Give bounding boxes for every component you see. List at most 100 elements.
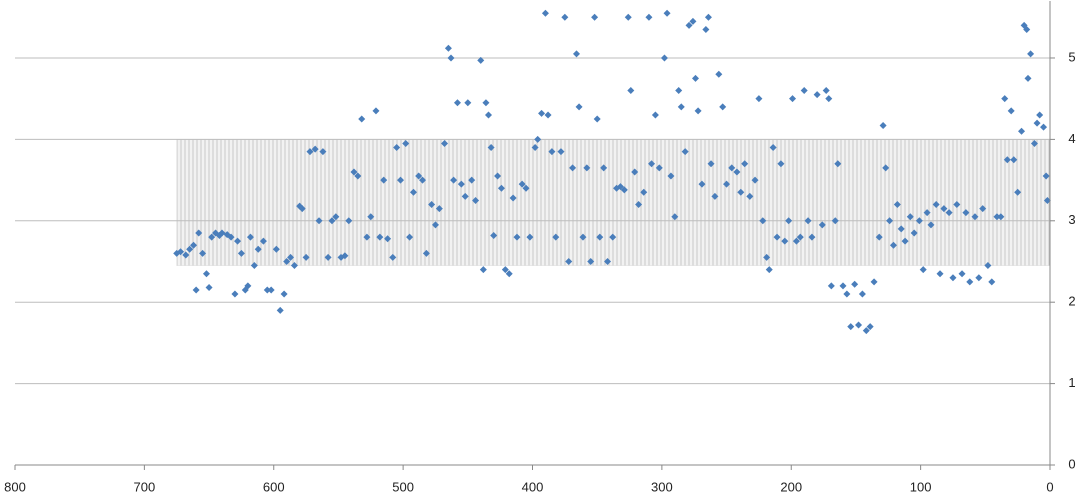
point xyxy=(280,290,288,298)
point xyxy=(177,248,185,256)
point xyxy=(246,233,254,241)
point xyxy=(789,95,797,103)
point xyxy=(694,107,702,115)
point xyxy=(444,44,452,52)
x-tick-label: 700 xyxy=(134,479,156,494)
point xyxy=(897,225,905,233)
point xyxy=(227,233,235,241)
point xyxy=(199,249,207,257)
point xyxy=(831,217,839,225)
point xyxy=(447,54,455,62)
point xyxy=(620,186,628,194)
point xyxy=(866,323,874,331)
point xyxy=(587,257,595,265)
point xyxy=(604,257,612,265)
x-tick-label: 800 xyxy=(4,479,26,494)
point xyxy=(785,217,793,225)
point xyxy=(358,115,366,123)
point xyxy=(367,213,375,221)
point xyxy=(645,13,653,21)
point xyxy=(651,111,659,119)
point xyxy=(328,217,336,225)
point xyxy=(1010,156,1018,164)
point xyxy=(979,205,987,213)
point xyxy=(182,251,190,259)
x-tick-label: 400 xyxy=(522,479,544,494)
point xyxy=(804,217,812,225)
point xyxy=(949,274,957,282)
point xyxy=(306,148,314,156)
point xyxy=(431,221,439,229)
point xyxy=(453,99,461,107)
point xyxy=(906,213,914,221)
point xyxy=(579,233,587,241)
point xyxy=(565,257,573,265)
point xyxy=(461,192,469,200)
point xyxy=(552,233,560,241)
point xyxy=(663,9,671,17)
point xyxy=(822,87,830,95)
point xyxy=(522,184,530,192)
point xyxy=(254,245,262,253)
point xyxy=(746,192,754,200)
point xyxy=(319,148,327,156)
point xyxy=(1007,107,1015,115)
point xyxy=(389,253,397,261)
point xyxy=(858,290,866,298)
point xyxy=(945,209,953,217)
point xyxy=(263,286,271,294)
point xyxy=(609,233,617,241)
point xyxy=(583,164,591,172)
point xyxy=(192,286,200,294)
point xyxy=(345,217,353,225)
point xyxy=(593,115,601,123)
point xyxy=(485,111,493,119)
point xyxy=(505,270,513,278)
point xyxy=(737,188,745,196)
point xyxy=(923,209,931,217)
point xyxy=(490,231,498,239)
x-tick-label: 300 xyxy=(651,479,673,494)
point xyxy=(450,176,458,184)
point xyxy=(397,176,405,184)
y-tick-label: 4 xyxy=(1068,131,1075,146)
point xyxy=(1043,196,1051,204)
point xyxy=(298,205,306,213)
point xyxy=(487,144,495,152)
point xyxy=(834,160,842,168)
point xyxy=(259,237,267,245)
point xyxy=(419,176,427,184)
point xyxy=(311,145,319,153)
point xyxy=(231,290,239,298)
point xyxy=(1040,123,1048,131)
point xyxy=(205,284,213,292)
point xyxy=(851,280,859,288)
point xyxy=(689,17,697,25)
point xyxy=(870,278,878,286)
point xyxy=(350,168,358,176)
point xyxy=(572,50,580,58)
point xyxy=(548,148,556,156)
point xyxy=(513,233,521,241)
point xyxy=(624,13,632,21)
point xyxy=(1030,139,1038,147)
point xyxy=(940,205,948,213)
point xyxy=(518,180,526,188)
point xyxy=(501,266,509,274)
point xyxy=(324,253,332,261)
point xyxy=(1042,172,1050,180)
point xyxy=(372,107,380,115)
x-tick-label: 600 xyxy=(263,479,285,494)
point xyxy=(332,213,340,221)
point xyxy=(218,229,226,237)
point xyxy=(723,180,731,188)
point xyxy=(808,233,816,241)
point xyxy=(472,196,480,204)
point xyxy=(435,205,443,213)
point xyxy=(763,253,771,261)
point xyxy=(283,257,291,265)
point xyxy=(272,245,280,253)
point xyxy=(1033,119,1041,127)
point xyxy=(561,13,569,21)
point xyxy=(685,21,693,29)
